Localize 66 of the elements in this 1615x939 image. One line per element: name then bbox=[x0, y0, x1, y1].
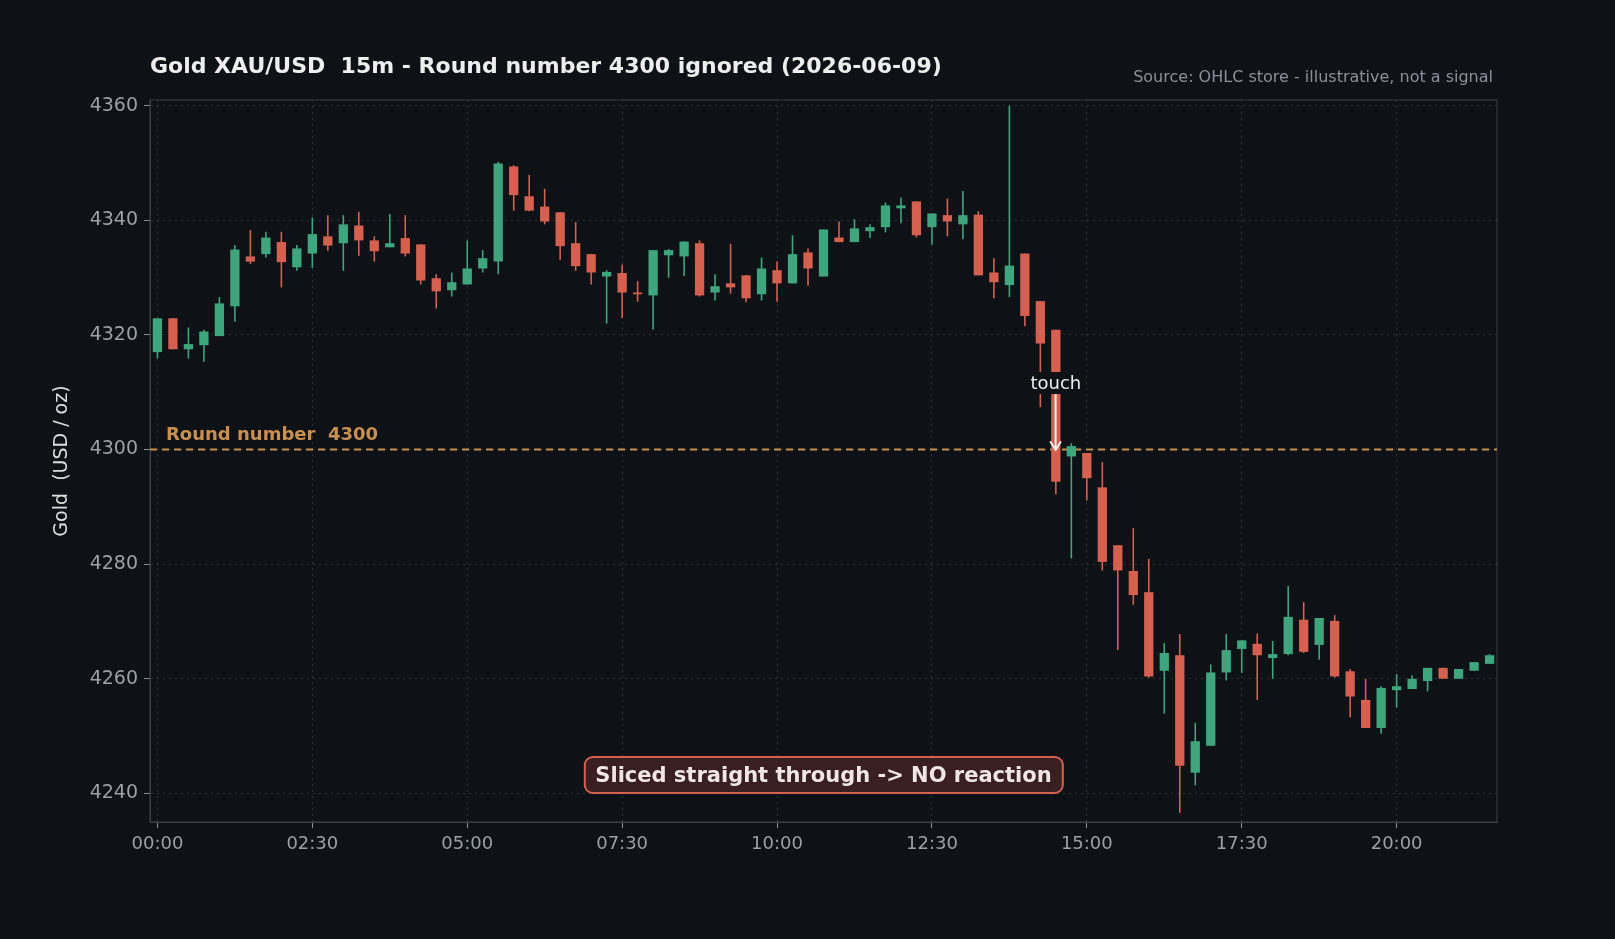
candlestick bbox=[803, 247, 813, 287]
candlestick bbox=[1221, 633, 1231, 682]
candlestick bbox=[586, 253, 596, 286]
candlestick bbox=[989, 257, 999, 300]
candlestick bbox=[447, 271, 457, 298]
candlestick bbox=[710, 273, 720, 302]
x-tick-label: 17:30 bbox=[1215, 832, 1268, 854]
candlestick bbox=[1159, 642, 1169, 715]
x-tick-label: 15:00 bbox=[1060, 832, 1113, 854]
candlestick bbox=[276, 230, 286, 289]
candlestick bbox=[958, 190, 968, 241]
text-box: Sliced straight through -> NO reaction bbox=[583, 756, 1064, 794]
y-tick-label: 4340 bbox=[89, 207, 138, 230]
candlestick bbox=[354, 210, 364, 257]
ref-line-label: Round number 4300 bbox=[166, 423, 378, 445]
x-tick-label: 07:30 bbox=[596, 832, 649, 854]
candlestick bbox=[1066, 442, 1076, 560]
candlestick bbox=[400, 214, 410, 258]
candlestick bbox=[462, 239, 472, 286]
candlestick bbox=[261, 230, 271, 259]
candlestick bbox=[617, 263, 627, 320]
candlestick bbox=[679, 240, 689, 277]
candlestick bbox=[1268, 640, 1278, 680]
candlestick bbox=[524, 174, 534, 212]
candlestick bbox=[1004, 104, 1015, 298]
candlestick bbox=[431, 273, 441, 310]
y-tick-label: 4320 bbox=[89, 321, 138, 344]
candlestick bbox=[725, 243, 736, 295]
candlestick bbox=[865, 223, 875, 239]
candlestick bbox=[307, 216, 317, 269]
candlestick bbox=[741, 274, 751, 304]
candlestick bbox=[385, 213, 395, 249]
candlestick bbox=[478, 249, 488, 274]
chart-title: Gold XAU/USD 15m - Round number 4300 ignored (2026-06-09) bbox=[150, 52, 942, 78]
y-tick-label: 4260 bbox=[89, 665, 138, 688]
candlestick bbox=[942, 197, 953, 238]
annotation: touch bbox=[1027, 371, 1085, 394]
candlestick bbox=[323, 214, 333, 252]
candlestick bbox=[292, 244, 302, 272]
source-note: Source: OHLC store - illustrative, not a signal bbox=[1133, 67, 1493, 87]
candlestick bbox=[571, 221, 581, 272]
candlestick bbox=[880, 201, 891, 234]
candlestick bbox=[1391, 673, 1402, 709]
candlestick bbox=[927, 212, 937, 246]
x-tick-label: 20:00 bbox=[1370, 832, 1423, 854]
candlestick bbox=[245, 229, 256, 265]
x-tick-label: 00:00 bbox=[131, 832, 184, 854]
candlestick bbox=[338, 214, 348, 272]
y-tick-label: 4300 bbox=[89, 436, 138, 459]
y-axis-title: Gold (USD / oz) bbox=[48, 385, 71, 537]
x-tick-label: 02:30 bbox=[286, 832, 339, 854]
x-tick-label: 10:00 bbox=[751, 832, 803, 854]
candlestick bbox=[663, 248, 674, 279]
candlestick bbox=[369, 235, 379, 263]
candlestick bbox=[896, 196, 906, 224]
x-tick-label: 12:30 bbox=[905, 832, 958, 854]
y-tick-label: 4360 bbox=[89, 92, 138, 115]
candlestick bbox=[540, 188, 550, 226]
candlestick bbox=[1237, 639, 1247, 674]
candlestick bbox=[199, 328, 209, 363]
y-tick-label: 4280 bbox=[89, 551, 138, 574]
candlestick bbox=[1252, 632, 1262, 701]
candlestick bbox=[183, 326, 194, 360]
candlestick bbox=[772, 260, 782, 303]
x-tick-label: 05:00 bbox=[441, 832, 494, 854]
y-tick-label: 4240 bbox=[89, 780, 138, 803]
